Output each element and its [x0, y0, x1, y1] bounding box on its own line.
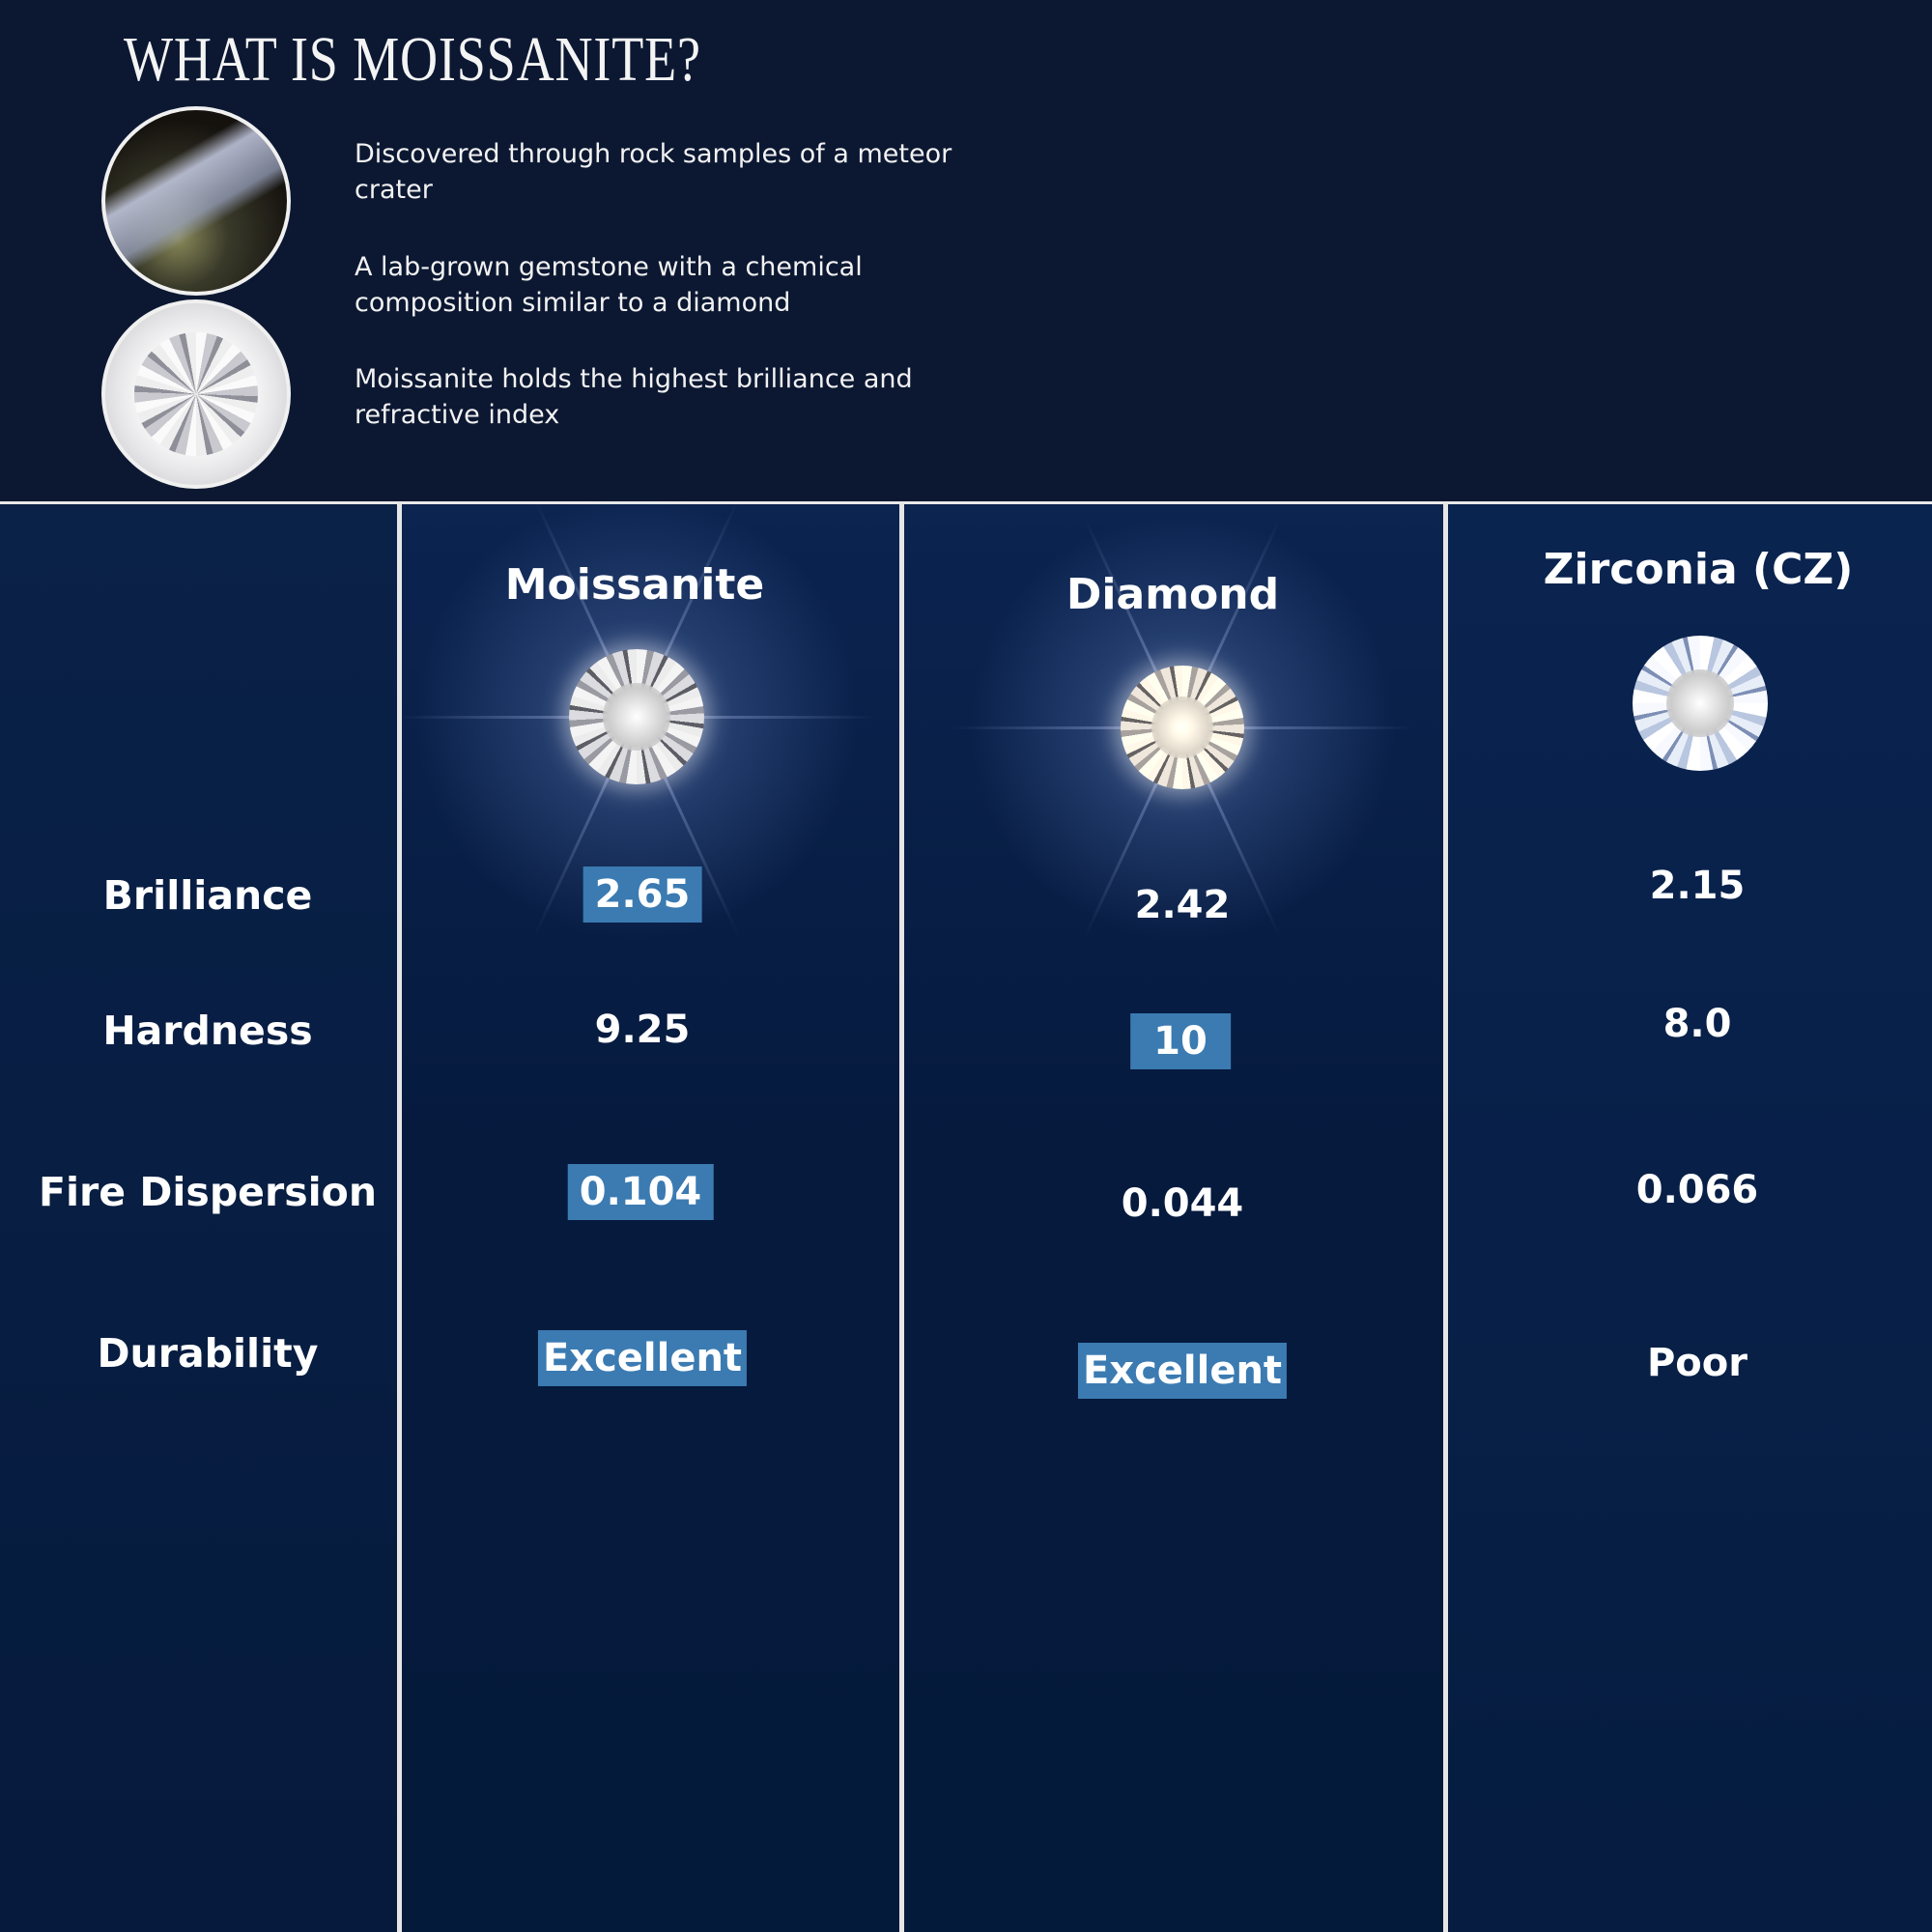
column-divider [899, 504, 904, 1932]
diamond-hardness-value: 10 [1130, 1013, 1231, 1069]
intro-header: WHAT IS MOISSANITE? Discovered through r… [0, 0, 1932, 501]
diamond-gem-image [1121, 666, 1244, 789]
bullet-text: Moissanite holds the highest brilliance … [355, 364, 913, 430]
moissanite-fire-dispersion-value: 0.104 [567, 1164, 714, 1220]
diamond-brilliance-value: 2.42 [1134, 883, 1231, 927]
label-column [0, 504, 397, 1932]
diamond-durability-value: Excellent [1077, 1343, 1288, 1399]
row-label-brilliance: Brilliance [102, 872, 313, 919]
page-title: WHAT IS MOISSANITE? [124, 24, 701, 95]
column-divider [397, 504, 402, 1932]
column-header-diamond: Diamond [1065, 570, 1280, 619]
row-label-durability: Durability [97, 1330, 319, 1377]
moissanite-hardness-value: 9.25 [594, 1008, 691, 1052]
zirconia-fire-dispersion-value: 0.066 [1635, 1168, 1759, 1212]
column-divider [1443, 504, 1448, 1932]
moissanite-durability-value: Excellent [537, 1330, 748, 1386]
bullet-text: Discovered through rock samples of a met… [355, 139, 952, 205]
bullet-text: A lab-grown gemstone with a chemical com… [355, 252, 863, 318]
row-label-hardness: Hardness [102, 1008, 313, 1054]
cut-moissanite-photo [101, 299, 291, 489]
moissanite-brilliance-value: 2.65 [582, 867, 702, 923]
column-header-moissanite: Moissanite [504, 560, 765, 610]
diamond-fire-dispersion-value: 0.044 [1121, 1181, 1244, 1226]
column-header-zirconia: Zirconia (CZ) [1543, 545, 1854, 594]
moissanite-gem-image [569, 649, 704, 784]
zirconia-gem-image [1633, 636, 1768, 771]
row-label-fire-dispersion: Fire Dispersion [38, 1169, 378, 1215]
zirconia-hardness-value: 8.0 [1662, 1002, 1732, 1046]
rough-moissanite-photo [101, 106, 291, 296]
zirconia-brilliance-value: 2.15 [1649, 864, 1746, 908]
zirconia-durability-value: Poor [1646, 1341, 1748, 1385]
